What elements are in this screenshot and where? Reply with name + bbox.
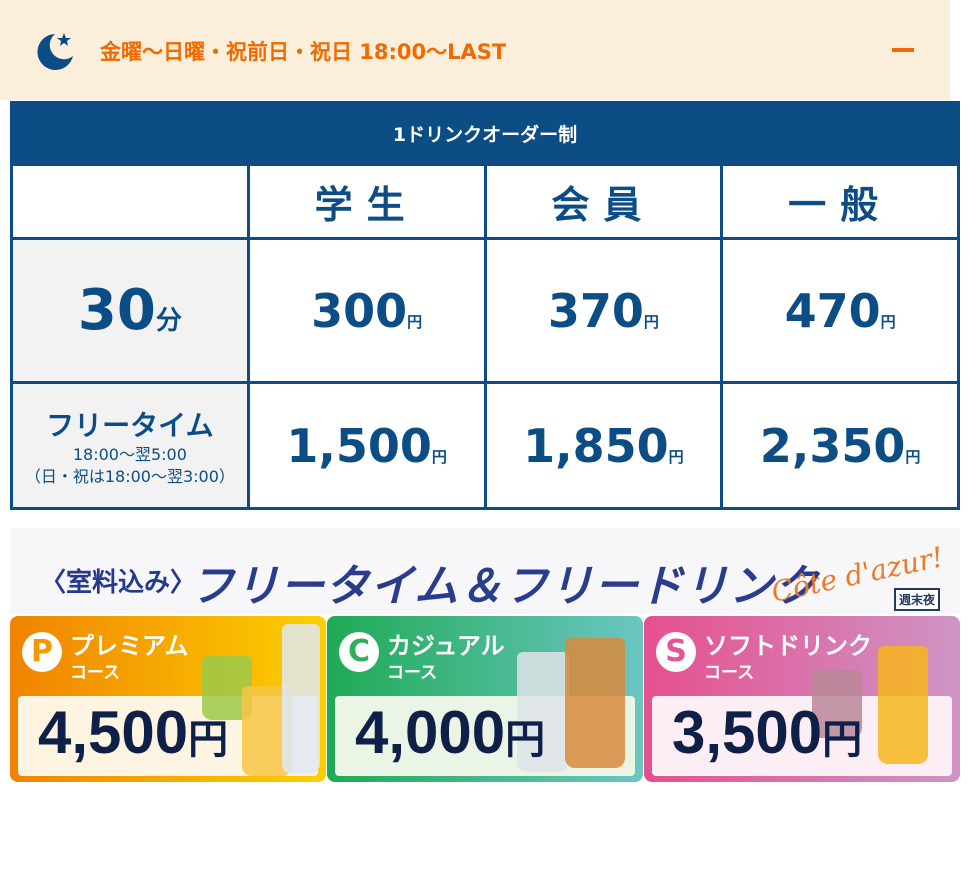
banner-title: フリータイム＆フリードリンク xyxy=(190,561,820,612)
header-member: 会員 xyxy=(483,163,724,240)
badge-p: P xyxy=(22,632,62,672)
course-card-soft: S ソフトドリンク コース 3,500円 xyxy=(644,616,960,782)
course-card-premium: P プレミアム コース 4,500円 xyxy=(10,616,326,782)
drink-image xyxy=(878,646,928,764)
price-cell: 470円 xyxy=(720,237,960,384)
course-card-casual: C カジュアル コース 4,000円 xyxy=(327,616,643,782)
drink-image xyxy=(517,652,569,772)
yen: 円 xyxy=(905,447,921,466)
table-row: 30分 300円 370円 470円 xyxy=(10,237,960,384)
course-price: 3,500円 xyxy=(672,698,862,767)
price: 2,350 xyxy=(759,418,906,473)
yen: 円 xyxy=(505,718,546,762)
row-sub1: 18:00〜翌5:00 xyxy=(72,444,187,464)
minus-icon[interactable] xyxy=(892,48,914,52)
price: 1,850 xyxy=(523,418,669,473)
header-general: 一般 xyxy=(720,163,960,240)
price-cell: 2,350円 xyxy=(720,381,960,510)
table-caption: 1ドリンクオーダー制 xyxy=(10,101,960,166)
row-label-freetime: フリータイム 18:00〜翌5:00 （日・祝は18:00〜翌3:00） xyxy=(10,381,250,510)
badge-c: C xyxy=(339,632,379,672)
course-label: コース xyxy=(704,663,755,683)
price: 470 xyxy=(784,283,881,338)
price-cell: 370円 xyxy=(483,237,724,384)
price: 370 xyxy=(547,283,644,338)
yen: 円 xyxy=(822,718,863,762)
yen: 円 xyxy=(880,312,896,331)
price-value: 3,500 xyxy=(672,699,823,766)
badge-s: S xyxy=(656,632,696,672)
banner-tag: 週末夜 xyxy=(894,588,941,611)
table-row: フリータイム 18:00〜翌5:00 （日・祝は18:00〜翌3:00） 1,500… xyxy=(10,381,960,510)
time-accordion-header[interactable]: 金曜〜日曜・祝前日・祝日 18:00〜LAST xyxy=(0,0,950,100)
yen: 円 xyxy=(188,718,229,762)
price-value: 4,500 xyxy=(38,699,189,766)
freedrink-banner: 〈室料込み〉 フリータイム＆フリードリンク Côte d'azur! 週末夜 xyxy=(10,528,960,614)
price-cell: 300円 xyxy=(246,237,487,384)
row-label-30min: 30分 xyxy=(10,237,250,384)
yen: 円 xyxy=(643,312,659,331)
course-name: ソフトドリンク xyxy=(704,632,872,660)
course-price: 4,500円 xyxy=(38,698,228,767)
course-price: 4,000円 xyxy=(355,698,545,767)
yen: 円 xyxy=(407,312,423,331)
banner-prefix: 〈室料込み〉 xyxy=(40,568,197,598)
row-label: フリータイム xyxy=(46,408,214,442)
row-sub2: （日・祝は18:00〜翌3:00） xyxy=(24,466,235,486)
course-name: カジュアル xyxy=(387,632,505,660)
row-label-unit: 分 xyxy=(155,306,182,336)
course-label: コース xyxy=(387,663,438,683)
course-label: コース xyxy=(70,663,121,683)
accordion-title: 金曜〜日曜・祝前日・祝日 18:00〜LAST xyxy=(100,40,507,64)
price-cell: 1,500円 xyxy=(246,381,487,510)
drink-image xyxy=(282,624,320,774)
yen: 円 xyxy=(668,447,684,466)
price: 300 xyxy=(311,283,408,338)
price: 1,500 xyxy=(286,418,432,473)
drink-image xyxy=(565,638,625,768)
price-table: 1ドリンクオーダー制 学生 会員 一般 30分 300円 370円 470円 フ… xyxy=(10,101,960,510)
row-label: 30 xyxy=(77,278,156,343)
moon-star-icon xyxy=(37,33,73,70)
yen: 円 xyxy=(431,447,447,466)
price-value: 4,000 xyxy=(355,699,506,766)
price-cell: 1,850円 xyxy=(483,381,724,510)
header-student: 学生 xyxy=(246,163,487,240)
course-name: プレミアム xyxy=(70,632,189,660)
header-empty xyxy=(10,163,250,240)
drink-image xyxy=(812,670,862,738)
